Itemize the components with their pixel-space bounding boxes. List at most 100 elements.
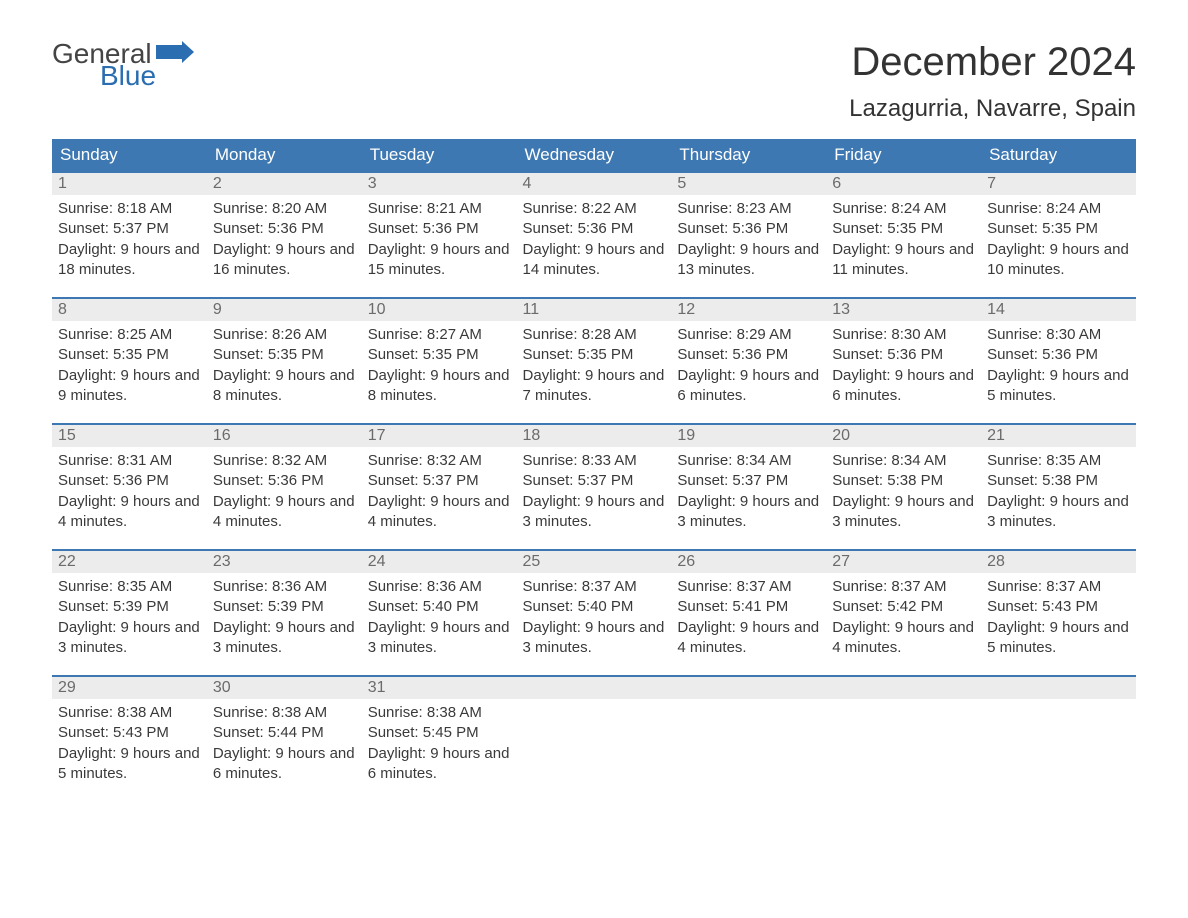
weekday-header: Sunday (52, 139, 207, 172)
sunrise-line: Sunrise: 8:26 AM (213, 325, 356, 345)
daylight-line: Daylight: 9 hours and 16 minutes. (213, 240, 356, 281)
daylight-line: Daylight: 9 hours and 4 minutes. (213, 492, 356, 533)
daylight-line: Daylight: 9 hours and 9 minutes. (58, 366, 201, 407)
day-body: Sunrise: 8:30 AMSunset: 5:36 PMDaylight:… (981, 321, 1136, 416)
title-block: December 2024 Lazagurria, Navarre, Spain (849, 40, 1136, 123)
sunset-line: Sunset: 5:41 PM (677, 597, 820, 617)
day-body: Sunrise: 8:37 AMSunset: 5:41 PMDaylight:… (671, 573, 826, 668)
sunrise-line: Sunrise: 8:37 AM (677, 577, 820, 597)
sunset-line: Sunset: 5:35 PM (368, 345, 511, 365)
daylight-line: Daylight: 9 hours and 8 minutes. (368, 366, 511, 407)
calendar-cell: 24Sunrise: 8:36 AMSunset: 5:40 PMDayligh… (362, 550, 517, 676)
day-number: 17 (362, 425, 517, 447)
calendar-cell: 1Sunrise: 8:18 AMSunset: 5:37 PMDaylight… (52, 172, 207, 298)
sunrise-line: Sunrise: 8:28 AM (523, 325, 666, 345)
day-number: 24 (362, 551, 517, 573)
daylight-line: Daylight: 9 hours and 4 minutes. (58, 492, 201, 533)
day-body: Sunrise: 8:32 AMSunset: 5:36 PMDaylight:… (207, 447, 362, 542)
sunrise-line: Sunrise: 8:35 AM (58, 577, 201, 597)
sunset-line: Sunset: 5:36 PM (987, 345, 1130, 365)
day-number: 7 (981, 173, 1136, 195)
day-number-empty (517, 677, 672, 699)
month-title: December 2024 (849, 40, 1136, 85)
calendar-row: 8Sunrise: 8:25 AMSunset: 5:35 PMDaylight… (52, 298, 1136, 424)
calendar-cell: 25Sunrise: 8:37 AMSunset: 5:40 PMDayligh… (517, 550, 672, 676)
day-body: Sunrise: 8:38 AMSunset: 5:44 PMDaylight:… (207, 699, 362, 794)
day-number: 29 (52, 677, 207, 699)
daylight-line: Daylight: 9 hours and 8 minutes. (213, 366, 356, 407)
daylight-line: Daylight: 9 hours and 6 minutes. (213, 744, 356, 785)
sunrise-line: Sunrise: 8:37 AM (987, 577, 1130, 597)
location-text: Lazagurria, Navarre, Spain (849, 95, 1136, 123)
day-body: Sunrise: 8:20 AMSunset: 5:36 PMDaylight:… (207, 195, 362, 290)
daylight-line: Daylight: 9 hours and 7 minutes. (523, 366, 666, 407)
day-body: Sunrise: 8:27 AMSunset: 5:35 PMDaylight:… (362, 321, 517, 416)
sunset-line: Sunset: 5:42 PM (832, 597, 975, 617)
sunset-line: Sunset: 5:36 PM (523, 219, 666, 239)
sunset-line: Sunset: 5:40 PM (368, 597, 511, 617)
calendar-cell: 7Sunrise: 8:24 AMSunset: 5:35 PMDaylight… (981, 172, 1136, 298)
calendar-cell: 14Sunrise: 8:30 AMSunset: 5:36 PMDayligh… (981, 298, 1136, 424)
sunset-line: Sunset: 5:39 PM (58, 597, 201, 617)
sunrise-line: Sunrise: 8:24 AM (987, 199, 1130, 219)
day-number: 8 (52, 299, 207, 321)
calendar-cell: 9Sunrise: 8:26 AMSunset: 5:35 PMDaylight… (207, 298, 362, 424)
day-number: 4 (517, 173, 672, 195)
sunset-line: Sunset: 5:45 PM (368, 723, 511, 743)
calendar-cell: 22Sunrise: 8:35 AMSunset: 5:39 PMDayligh… (52, 550, 207, 676)
sunrise-line: Sunrise: 8:21 AM (368, 199, 511, 219)
calendar-cell: 13Sunrise: 8:30 AMSunset: 5:36 PMDayligh… (826, 298, 981, 424)
day-body: Sunrise: 8:25 AMSunset: 5:35 PMDaylight:… (52, 321, 207, 416)
calendar-cell: 6Sunrise: 8:24 AMSunset: 5:35 PMDaylight… (826, 172, 981, 298)
weekday-header: Thursday (671, 139, 826, 172)
day-body: Sunrise: 8:28 AMSunset: 5:35 PMDaylight:… (517, 321, 672, 416)
day-body: Sunrise: 8:31 AMSunset: 5:36 PMDaylight:… (52, 447, 207, 542)
daylight-line: Daylight: 9 hours and 4 minutes. (677, 618, 820, 659)
sunrise-line: Sunrise: 8:36 AM (213, 577, 356, 597)
calendar-row: 15Sunrise: 8:31 AMSunset: 5:36 PMDayligh… (52, 424, 1136, 550)
day-body: Sunrise: 8:26 AMSunset: 5:35 PMDaylight:… (207, 321, 362, 416)
day-number: 26 (671, 551, 826, 573)
day-body: Sunrise: 8:37 AMSunset: 5:42 PMDaylight:… (826, 573, 981, 668)
day-body: Sunrise: 8:34 AMSunset: 5:38 PMDaylight:… (826, 447, 981, 542)
daylight-line: Daylight: 9 hours and 5 minutes. (987, 618, 1130, 659)
sunrise-line: Sunrise: 8:29 AM (677, 325, 820, 345)
day-body: Sunrise: 8:30 AMSunset: 5:36 PMDaylight:… (826, 321, 981, 416)
weekday-header: Wednesday (517, 139, 672, 172)
sunset-line: Sunset: 5:40 PM (523, 597, 666, 617)
sunset-line: Sunset: 5:37 PM (677, 471, 820, 491)
calendar-cell: 19Sunrise: 8:34 AMSunset: 5:37 PMDayligh… (671, 424, 826, 550)
day-body: Sunrise: 8:35 AMSunset: 5:39 PMDaylight:… (52, 573, 207, 668)
daylight-line: Daylight: 9 hours and 3 minutes. (213, 618, 356, 659)
day-number: 30 (207, 677, 362, 699)
weekday-header: Tuesday (362, 139, 517, 172)
day-number: 1 (52, 173, 207, 195)
calendar-row: 29Sunrise: 8:38 AMSunset: 5:43 PMDayligh… (52, 676, 1136, 802)
day-body: Sunrise: 8:32 AMSunset: 5:37 PMDaylight:… (362, 447, 517, 542)
sunrise-line: Sunrise: 8:32 AM (368, 451, 511, 471)
daylight-line: Daylight: 9 hours and 3 minutes. (987, 492, 1130, 533)
sunset-line: Sunset: 5:36 PM (677, 219, 820, 239)
sunset-line: Sunset: 5:37 PM (368, 471, 511, 491)
daylight-line: Daylight: 9 hours and 14 minutes. (523, 240, 666, 281)
sunrise-line: Sunrise: 8:30 AM (832, 325, 975, 345)
calendar-cell: 20Sunrise: 8:34 AMSunset: 5:38 PMDayligh… (826, 424, 981, 550)
day-number: 12 (671, 299, 826, 321)
day-body: Sunrise: 8:36 AMSunset: 5:40 PMDaylight:… (362, 573, 517, 668)
weekday-header: Saturday (981, 139, 1136, 172)
sunset-line: Sunset: 5:35 PM (832, 219, 975, 239)
day-number: 15 (52, 425, 207, 447)
sunrise-line: Sunrise: 8:37 AM (523, 577, 666, 597)
sunrise-line: Sunrise: 8:33 AM (523, 451, 666, 471)
day-number: 27 (826, 551, 981, 573)
day-body: Sunrise: 8:18 AMSunset: 5:37 PMDaylight:… (52, 195, 207, 290)
day-number: 31 (362, 677, 517, 699)
day-number: 21 (981, 425, 1136, 447)
day-body: Sunrise: 8:38 AMSunset: 5:45 PMDaylight:… (362, 699, 517, 794)
sunrise-line: Sunrise: 8:35 AM (987, 451, 1130, 471)
day-number: 22 (52, 551, 207, 573)
day-number: 28 (981, 551, 1136, 573)
weekday-header: Monday (207, 139, 362, 172)
calendar-table: SundayMondayTuesdayWednesdayThursdayFrid… (52, 139, 1136, 802)
day-number-empty (981, 677, 1136, 699)
